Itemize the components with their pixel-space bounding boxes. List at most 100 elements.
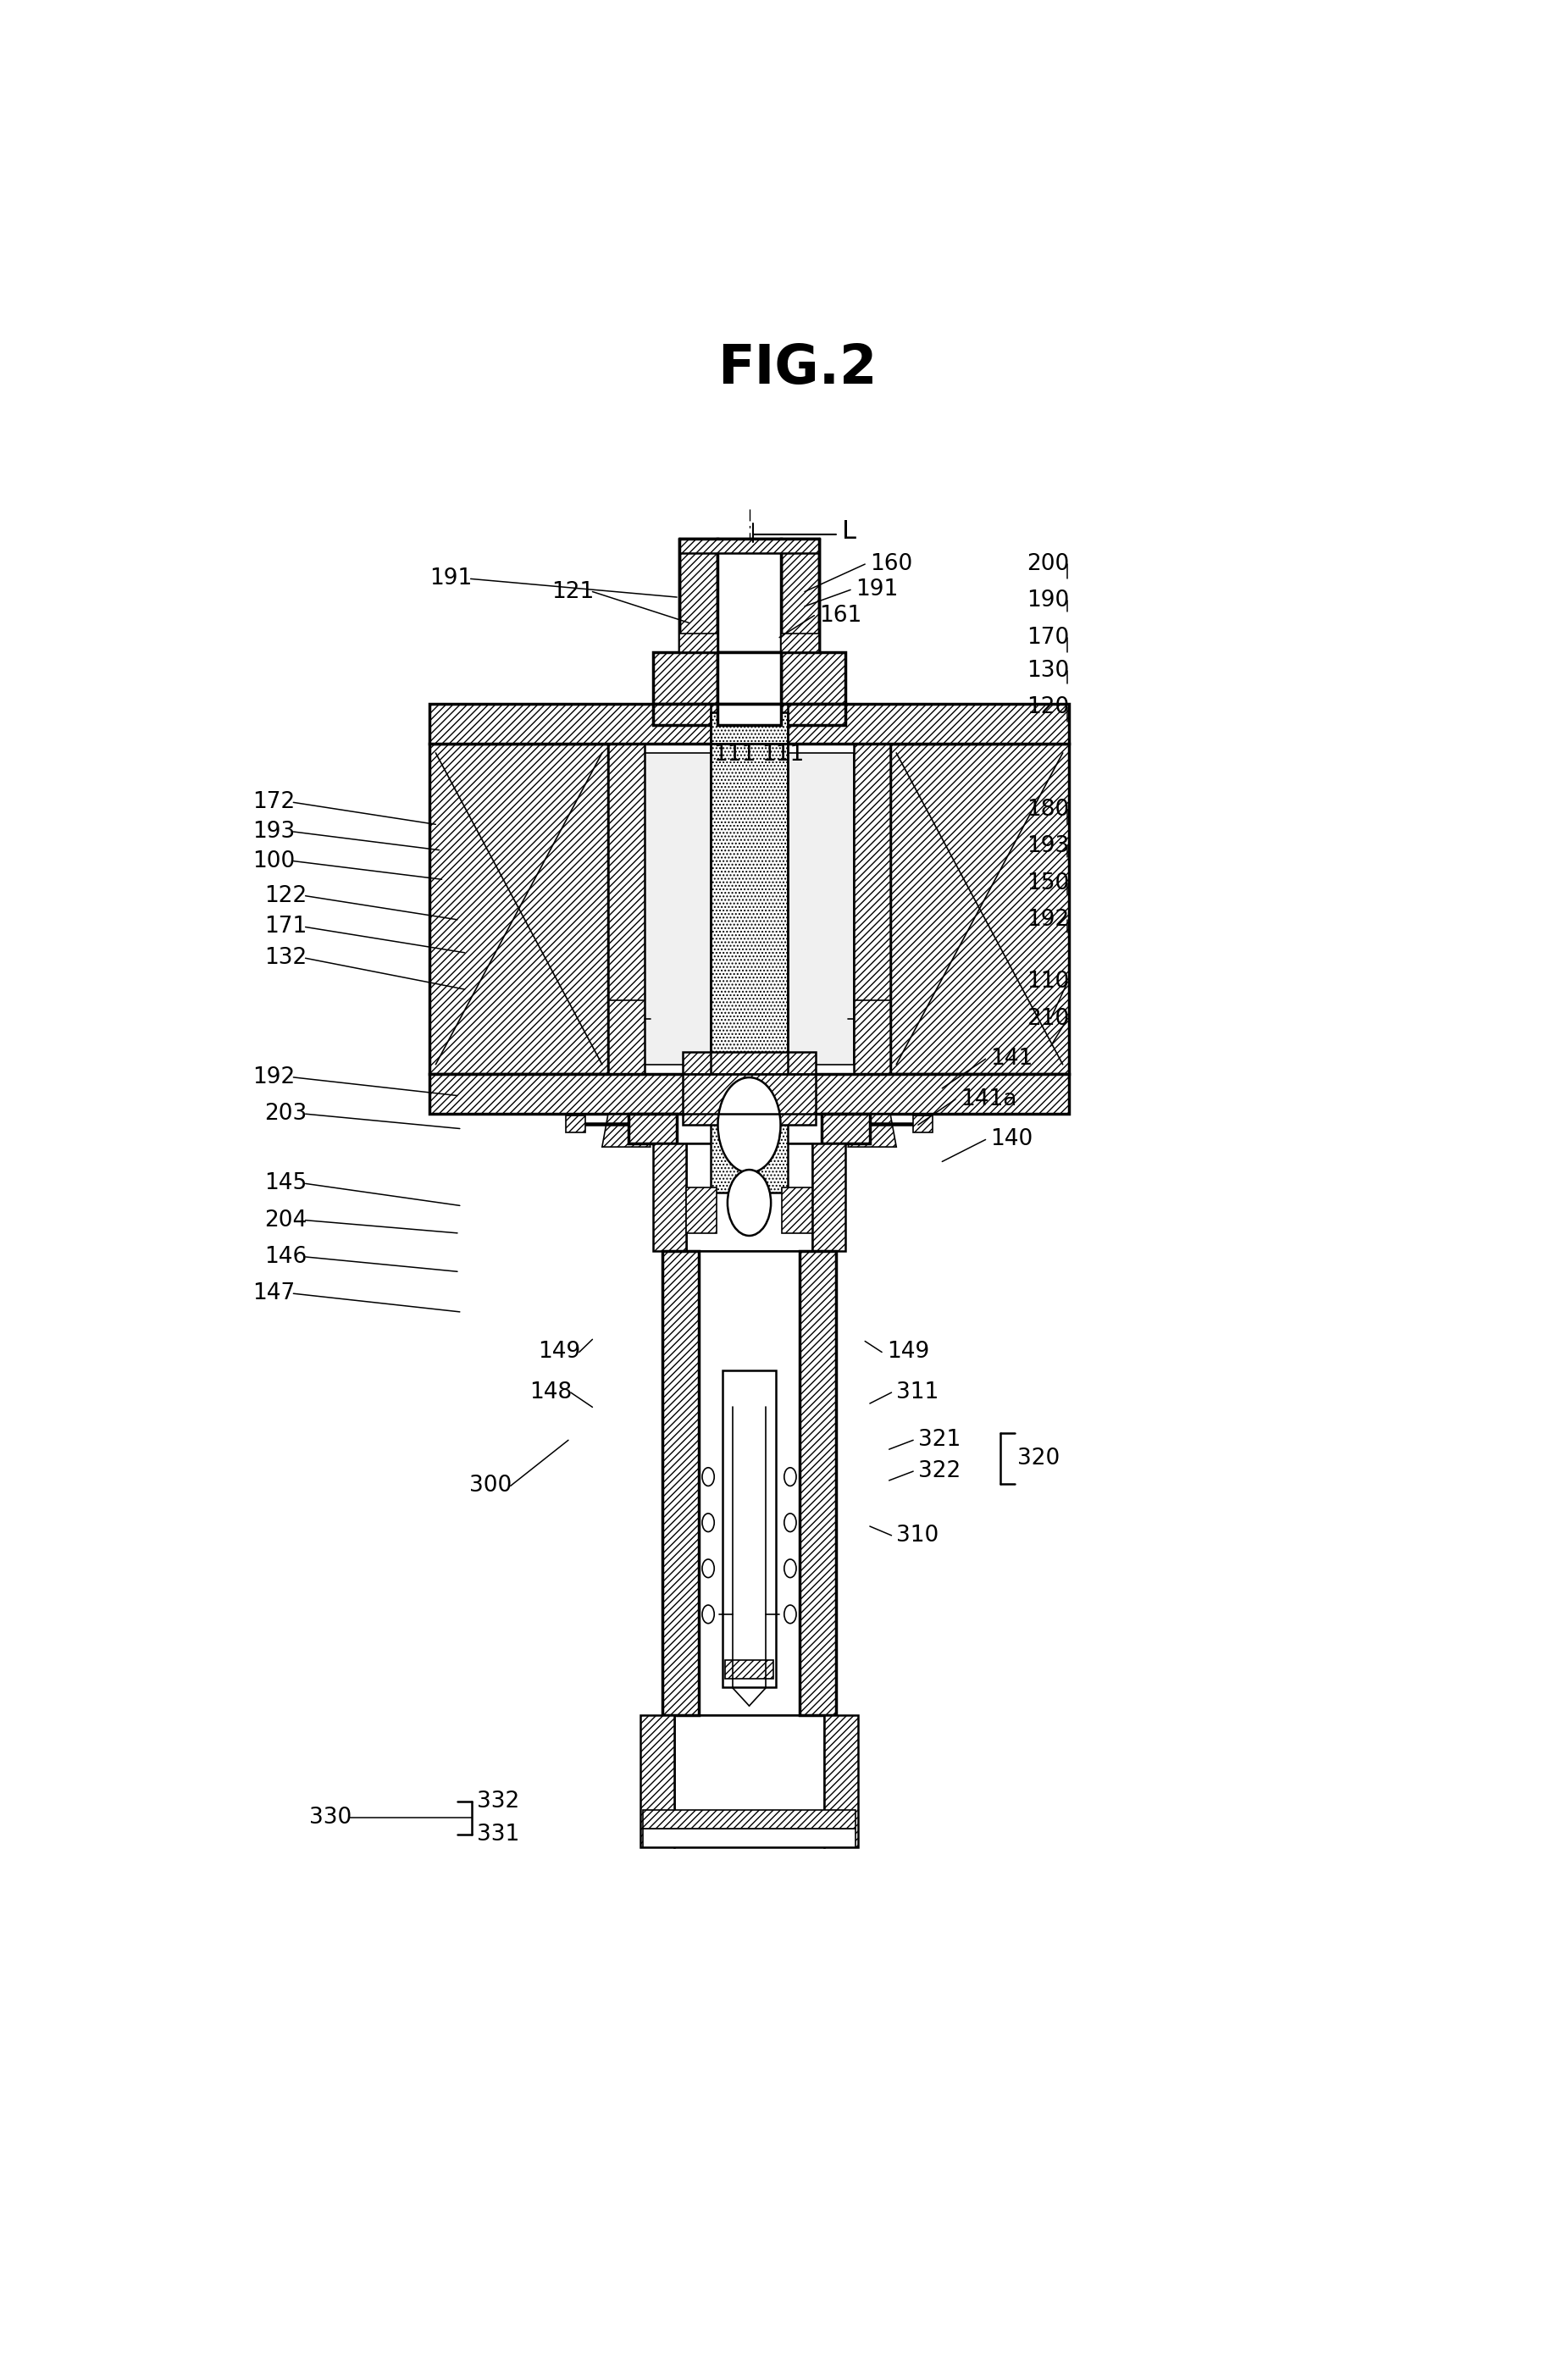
Bar: [608, 743, 644, 1073]
Text: 145: 145: [265, 1173, 307, 1195]
Circle shape: [784, 1604, 797, 1623]
Text: 180: 180: [1027, 800, 1069, 821]
Bar: [566, 1116, 585, 1133]
Text: 149: 149: [538, 1342, 580, 1364]
Bar: [854, 743, 890, 1073]
Bar: [890, 743, 1069, 1073]
Text: 332: 332: [476, 1790, 520, 1811]
Circle shape: [784, 1514, 797, 1533]
Bar: [913, 1116, 932, 1133]
Text: 100: 100: [252, 850, 296, 871]
Bar: [717, 652, 781, 726]
Text: 147: 147: [252, 1283, 296, 1304]
Bar: [781, 538, 818, 652]
Text: 192: 192: [1027, 909, 1069, 931]
Text: 122: 122: [265, 885, 307, 907]
Circle shape: [784, 1468, 797, 1485]
Polygon shape: [602, 1114, 650, 1147]
Bar: [781, 1188, 812, 1233]
Text: 210: 210: [1027, 1007, 1069, 1031]
Bar: [641, 1716, 674, 1847]
Circle shape: [702, 1604, 714, 1623]
Bar: [654, 704, 717, 726]
Text: 193: 193: [252, 821, 296, 843]
Text: 111: 111: [713, 743, 756, 766]
Text: 121: 121: [551, 581, 594, 602]
Text: 160: 160: [870, 552, 912, 576]
Bar: [643, 1828, 856, 1847]
Text: 204: 204: [265, 1209, 307, 1230]
Text: 161: 161: [818, 605, 862, 626]
Text: 110: 110: [1027, 971, 1069, 992]
Text: 132: 132: [265, 947, 307, 969]
Circle shape: [702, 1559, 714, 1578]
Text: 300: 300: [470, 1476, 512, 1497]
Bar: [686, 1188, 717, 1233]
Bar: [429, 704, 1069, 743]
Text: 120: 120: [1027, 695, 1069, 719]
Text: 130: 130: [1027, 659, 1069, 681]
Bar: [683, 1052, 815, 1126]
Circle shape: [728, 1169, 770, 1235]
Text: 191: 191: [856, 578, 898, 600]
Text: 171: 171: [265, 916, 307, 938]
Circle shape: [784, 1559, 797, 1578]
Bar: [699, 1252, 800, 1716]
Bar: [825, 1716, 857, 1847]
Bar: [1021, 726, 1069, 743]
Text: 148: 148: [529, 1380, 573, 1404]
Text: 321: 321: [918, 1428, 960, 1452]
Bar: [654, 652, 717, 726]
Bar: [711, 712, 787, 1192]
Text: 170: 170: [1027, 626, 1069, 647]
Text: L: L: [842, 519, 856, 543]
Text: 149: 149: [887, 1342, 929, 1364]
Bar: [429, 1073, 1069, 1114]
Text: 193: 193: [1027, 835, 1069, 857]
Bar: [787, 752, 854, 1064]
Bar: [663, 1252, 699, 1716]
Bar: [643, 1811, 856, 1828]
Text: 141: 141: [991, 1047, 1033, 1071]
Text: 331: 331: [476, 1823, 520, 1844]
Text: 320: 320: [1018, 1447, 1060, 1468]
Bar: [717, 538, 781, 652]
Text: 310: 310: [896, 1526, 938, 1547]
Bar: [812, 1142, 846, 1252]
Text: 172: 172: [252, 793, 296, 814]
Text: 150: 150: [1027, 871, 1069, 895]
Bar: [800, 1252, 836, 1716]
Circle shape: [702, 1468, 714, 1485]
Text: 330: 330: [310, 1806, 352, 1828]
Bar: [429, 743, 608, 1073]
Bar: [629, 1114, 677, 1142]
Bar: [680, 538, 818, 552]
Text: 203: 203: [265, 1102, 307, 1126]
Bar: [717, 704, 781, 726]
Bar: [725, 1661, 773, 1678]
Text: 111: 111: [761, 743, 804, 766]
Bar: [781, 652, 846, 726]
Text: 140: 140: [991, 1128, 1033, 1150]
Text: 146: 146: [265, 1245, 307, 1269]
Text: 190: 190: [1027, 590, 1069, 612]
Text: 191: 191: [429, 569, 471, 590]
Text: 311: 311: [896, 1380, 938, 1404]
Bar: [722, 1371, 776, 1687]
Text: 141a: 141a: [960, 1088, 1016, 1111]
Bar: [654, 1142, 686, 1252]
Polygon shape: [848, 1114, 896, 1147]
Text: 322: 322: [918, 1461, 960, 1483]
Text: 192: 192: [252, 1066, 296, 1088]
Bar: [781, 633, 818, 652]
Bar: [781, 704, 846, 726]
Text: FIG.2: FIG.2: [717, 343, 878, 395]
Bar: [680, 538, 717, 652]
Bar: [822, 1114, 870, 1142]
Text: 200: 200: [1027, 552, 1069, 576]
Circle shape: [717, 1078, 781, 1173]
Bar: [644, 752, 711, 1064]
Bar: [429, 726, 478, 743]
Bar: [674, 1716, 825, 1847]
Bar: [677, 1114, 822, 1142]
